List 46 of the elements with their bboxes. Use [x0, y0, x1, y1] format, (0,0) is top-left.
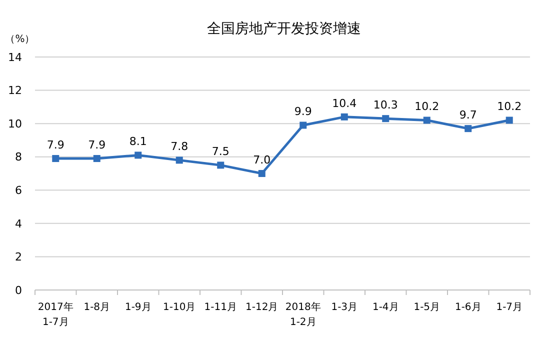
data-label: 7.9	[88, 138, 106, 152]
point	[506, 116, 513, 124]
point	[52, 155, 60, 162]
data-label: 8.1	[129, 135, 147, 148]
x-tick-label: 2018年 1-2月	[285, 301, 321, 328]
x-tick-label: 1-4月	[372, 302, 399, 313]
data-label: 7.9	[46, 138, 64, 152]
x-tick-label: 2017年 1-7月	[38, 301, 74, 328]
x-tick-label: 1-5月	[414, 302, 440, 313]
x-tick-label: 1-8月	[84, 302, 110, 313]
data-label: 7.8	[170, 140, 188, 154]
point	[300, 122, 307, 129]
y-tick-label: 0	[15, 284, 22, 297]
y-axis-title: （%）	[5, 34, 35, 45]
y-tick-label: 4	[15, 217, 22, 230]
point	[340, 113, 348, 120]
x-tick-label: 1-9月	[124, 302, 152, 313]
data-label: 7.0	[253, 154, 271, 166]
x-tick-label: 1-12月	[246, 302, 278, 313]
chart-title: 全国房地产开发投资增速	[207, 21, 361, 37]
y-tick-label: 12	[8, 84, 22, 98]
point	[93, 155, 100, 162]
point	[464, 125, 472, 132]
x-tick-label: 1-7月	[496, 302, 523, 313]
x-tick-label: 1-11月	[204, 302, 237, 313]
data-label: 10.2	[414, 100, 440, 114]
y-tick-label: 6	[15, 184, 22, 197]
y-tick-label: 14	[8, 50, 22, 64]
point	[382, 115, 390, 122]
data-label: 7.5	[212, 145, 230, 158]
y-tick-label: 8	[15, 150, 22, 164]
y-tick-label: 10	[8, 117, 22, 130]
point	[176, 156, 183, 164]
x-tick-label: 1-3月	[331, 302, 358, 313]
data-label: 10.2	[497, 100, 522, 114]
y-tick-label: 2	[15, 250, 22, 264]
point	[258, 170, 266, 177]
point	[134, 152, 142, 159]
point	[217, 162, 224, 169]
x-tick-label: 1-6月	[454, 302, 482, 313]
data-label: 9.7	[459, 108, 477, 122]
x-tick-label: 1-10月	[163, 302, 196, 313]
point	[423, 116, 430, 124]
data-label: 10.4	[332, 96, 357, 110]
data-label: 9.9	[294, 105, 312, 118]
data-label: 10.3	[373, 98, 398, 112]
